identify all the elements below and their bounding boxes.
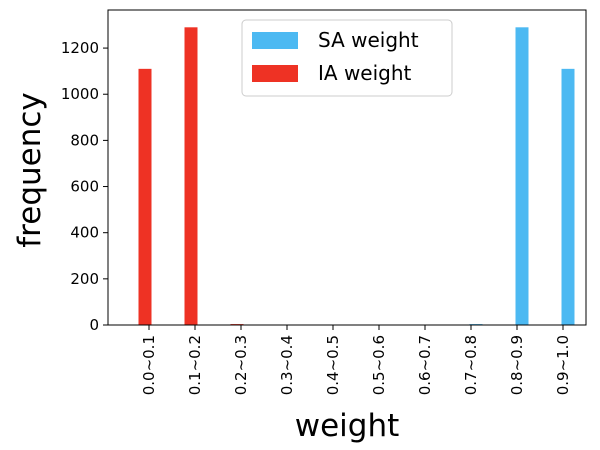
y-tick-label: 800 [70,131,99,149]
x-tick-label: 0.6~0.7 [416,335,434,395]
y-tick-label: 0 [89,316,99,334]
y-axis-title: frequency [12,92,48,247]
legend: SA weight IA weight [241,19,453,97]
y-tick-label: 600 [70,178,99,196]
x-tick-label: 0.1~0.2 [186,335,204,395]
y-tick-label: 200 [70,270,99,288]
x-tick-label: 0.3~0.4 [278,335,296,395]
x-tick-label: 0.7~0.8 [462,335,480,395]
legend-label: IA weight [318,61,412,85]
bars [138,27,575,326]
y-axis: 0 200 400 600 800 1000 1200 [61,39,108,334]
x-tick-label: 0.8~0.9 [508,335,526,395]
x-tick-label: 0.2~0.3 [232,335,250,395]
legend-swatch-sa-weight [252,32,298,49]
bar-sa-weight-8 [515,27,529,326]
x-tick-label: 0.5~0.6 [370,335,388,395]
legend-label: SA weight [318,28,419,52]
x-axis: 0.0~0.1 0.1~0.2 0.2~0.3 0.3~0.4 0.4~0.5 0.5~0… [140,325,572,395]
bar-sa-weight-9 [561,68,575,325]
y-tick-label: 1000 [61,85,99,103]
legend-swatch-ia-weight [252,65,298,82]
y-tick-label: 1200 [61,39,99,57]
x-tick-label: 0.9~1.0 [554,335,572,395]
bar-ia-weight-0 [138,68,152,325]
x-tick-label: 0.0~0.1 [140,335,158,395]
x-axis-title: weight [295,408,400,444]
bar-ia-weight-1 [184,27,198,326]
plot-frame [107,9,587,326]
y-tick-label: 400 [70,224,99,242]
x-tick-label: 0.4~0.5 [324,335,342,395]
